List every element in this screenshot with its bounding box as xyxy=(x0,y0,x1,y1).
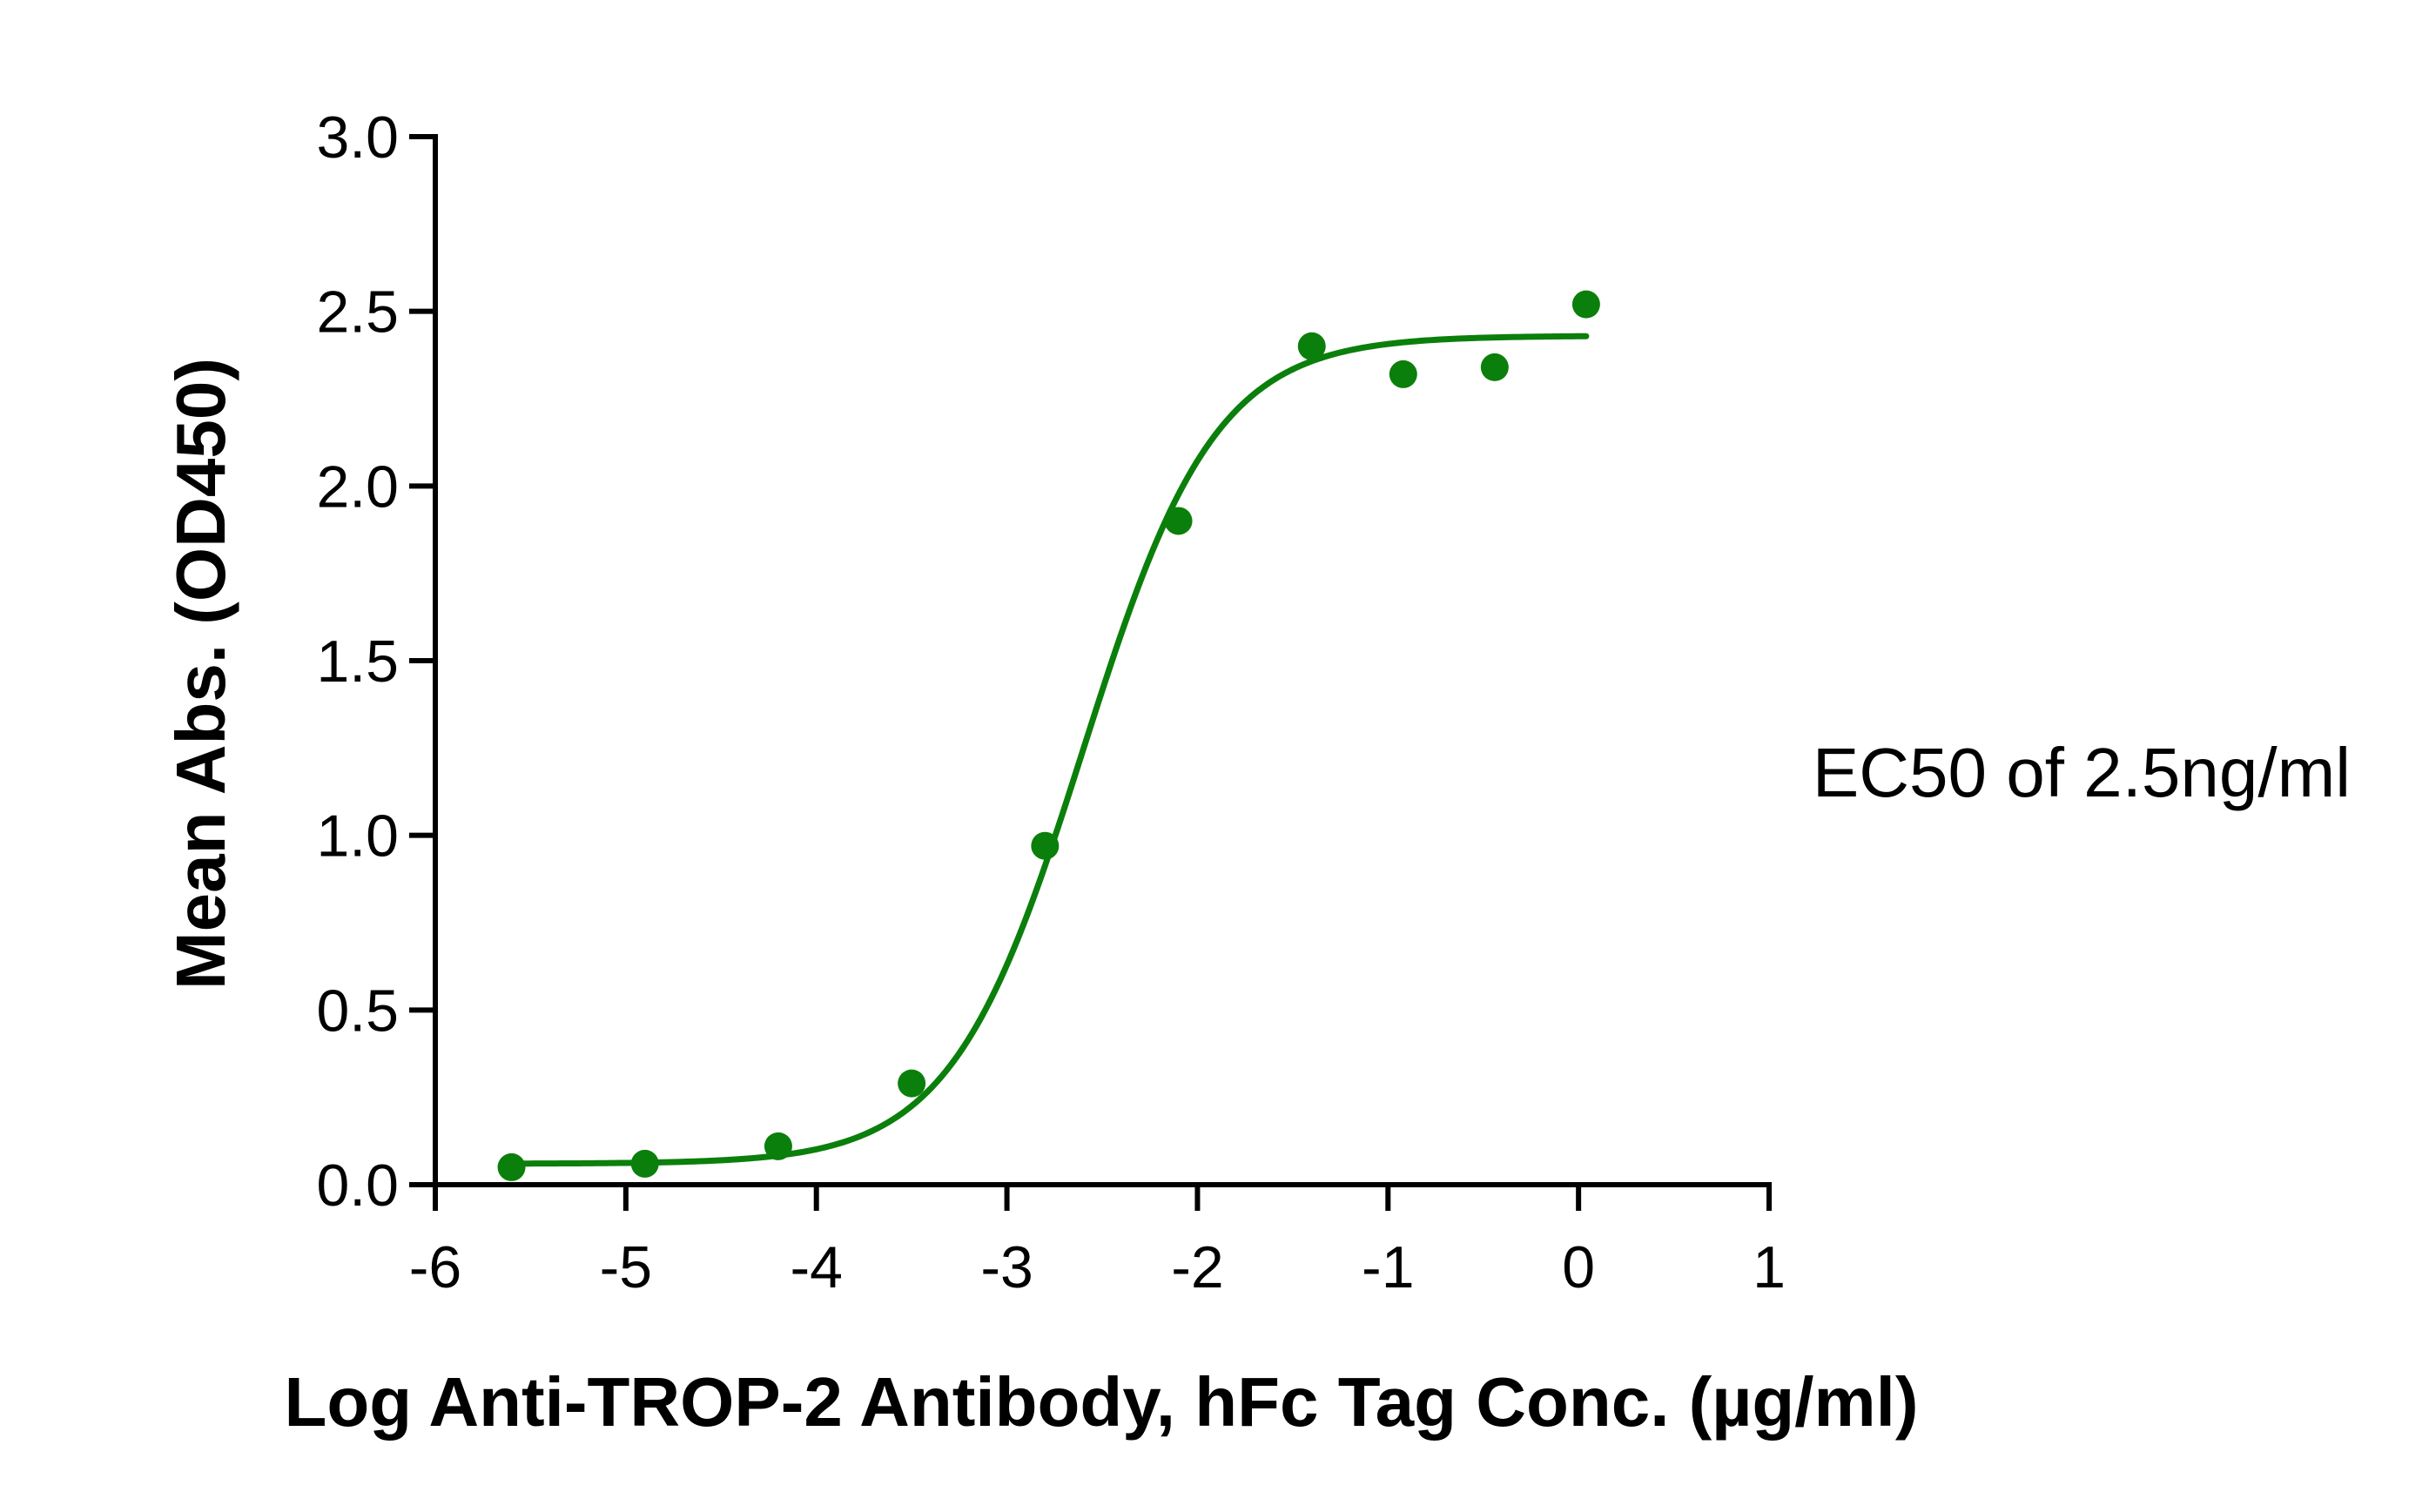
data-point xyxy=(1571,290,1600,319)
x-axis: -6 -5 -4 -3 -2 -1 0 1 xyxy=(409,1182,1786,1300)
data-point xyxy=(1480,353,1509,381)
x-tick-label: -6 xyxy=(409,1234,461,1300)
fit-curve-group xyxy=(508,333,1590,1167)
data-points xyxy=(497,290,1600,1181)
y-axis: 0.0 0.5 1.0 1.5 2.0 2.5 3.0 xyxy=(316,104,438,1219)
data-point xyxy=(1164,507,1193,535)
y-axis-title: Mean Abs. (OD450) xyxy=(162,358,239,990)
data-point xyxy=(1389,360,1417,388)
data-point xyxy=(1297,332,1326,360)
x-tick-label: -1 xyxy=(1362,1234,1414,1300)
x-tick-label: 0 xyxy=(1562,1234,1595,1300)
x-tick-label: -5 xyxy=(600,1234,652,1300)
y-tick-label: 2.0 xyxy=(316,454,399,520)
y-tick-label: 1.5 xyxy=(316,628,399,695)
x-tick-label: -3 xyxy=(980,1234,1033,1300)
y-tick-label: 0.0 xyxy=(316,1152,399,1219)
data-point xyxy=(1031,831,1060,860)
data-point xyxy=(764,1132,792,1160)
x-tick-label: -4 xyxy=(790,1234,842,1300)
data-point xyxy=(497,1152,526,1181)
data-point xyxy=(630,1149,659,1178)
data-point xyxy=(898,1069,926,1098)
y-tick-label: 2.5 xyxy=(316,279,399,346)
x-tick-label: -2 xyxy=(1171,1234,1223,1300)
y-tick-label: 3.0 xyxy=(316,104,399,171)
x-tick-label: 1 xyxy=(1753,1234,1786,1300)
y-tick-label: 0.5 xyxy=(316,978,399,1044)
x-axis-title: Log Anti-TROP-2 Antibody, hFc Tag Conc. … xyxy=(285,1363,1919,1441)
ec50-annotation: EC50 of 2.5ng/ml xyxy=(1813,734,2351,811)
fit-curve xyxy=(508,333,1590,1167)
y-tick-label: 1.0 xyxy=(316,803,399,870)
